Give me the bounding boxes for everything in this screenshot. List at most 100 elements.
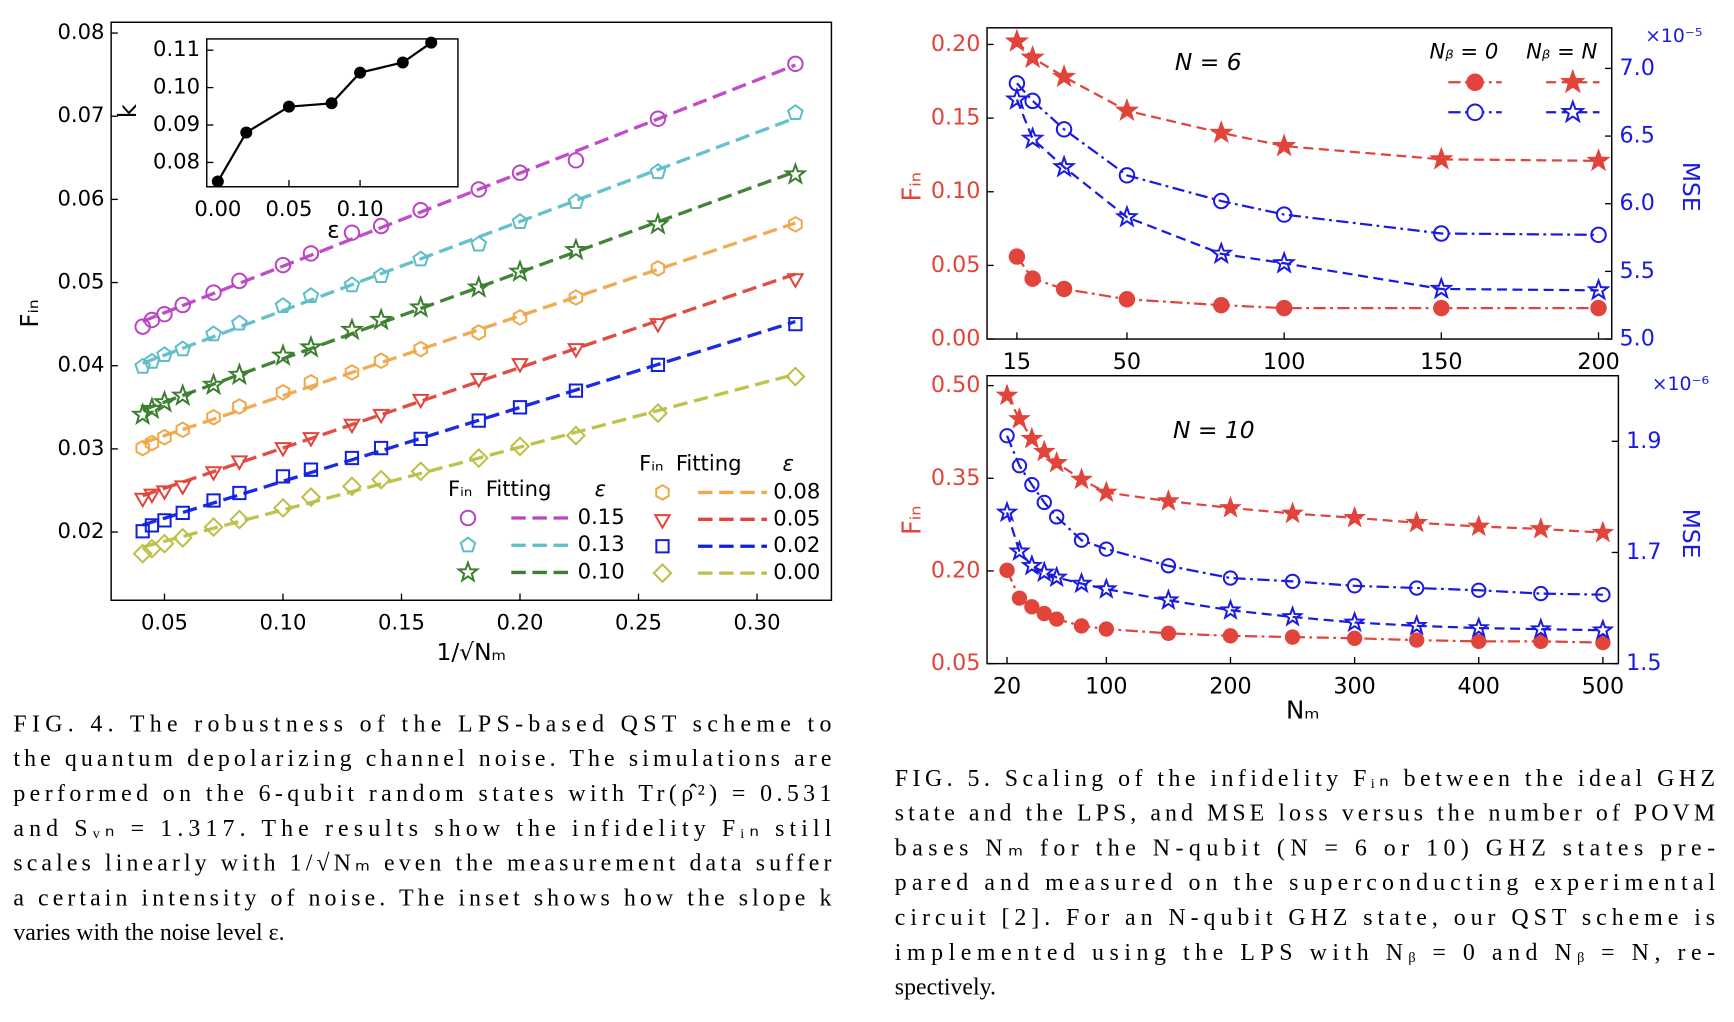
y-tick-label: 0.50 xyxy=(931,372,980,398)
y-tick-label: 0.10 xyxy=(153,74,200,99)
annotation: N = 6 xyxy=(1175,48,1242,76)
data-point xyxy=(1586,148,1611,172)
data-point xyxy=(1011,458,1028,474)
data-point xyxy=(1070,467,1093,490)
data-point xyxy=(786,273,805,289)
caption-line: scales linearly with 1/√Nₘ even the meas… xyxy=(13,851,831,877)
caption-line: pared and measured on the superconductin… xyxy=(895,870,1716,896)
data-point xyxy=(1433,225,1450,242)
y2-tick-label: 6.5 xyxy=(1620,123,1655,149)
x-tick-label: 20 xyxy=(993,673,1021,699)
caption-line: circuit [2]. For an N-qubit GHZ state, o… xyxy=(895,905,1715,931)
legend-marker xyxy=(1466,103,1484,121)
data-point xyxy=(470,181,487,198)
x-tick-label: 200 xyxy=(1577,349,1619,375)
data-point xyxy=(1073,532,1090,548)
data-point xyxy=(411,393,430,410)
x-tick-label: 100 xyxy=(1085,673,1127,699)
caption-line: performed on the 6-qubit random states w… xyxy=(13,781,831,807)
x-tick-label: 150 xyxy=(1420,349,1462,375)
y-tick-label: 0.06 xyxy=(57,185,104,210)
caption-line: spectively. xyxy=(895,975,996,1001)
data-point xyxy=(141,538,163,559)
data-point xyxy=(1055,121,1073,138)
data-point xyxy=(1036,494,1052,511)
data-point xyxy=(650,357,666,373)
data-point xyxy=(1157,489,1180,511)
data-point xyxy=(1020,553,1044,576)
data-point xyxy=(206,408,221,426)
legend-header: Nᵦ = 0 xyxy=(1429,38,1498,63)
data-point xyxy=(512,400,528,415)
data-point xyxy=(1433,299,1450,317)
data-point xyxy=(1281,604,1304,627)
data-point xyxy=(343,276,361,293)
data-point xyxy=(1591,520,1615,543)
legend-marker xyxy=(455,559,481,583)
x-tick-label: 0.10 xyxy=(337,196,384,221)
data-point xyxy=(471,413,486,428)
caption-line: FIG. 4. The robustness of the LPS-based … xyxy=(13,711,831,737)
y2-tick-label: 1.7 xyxy=(1626,539,1661,565)
y-tick-label: 0.35 xyxy=(931,465,980,491)
data-point xyxy=(1275,299,1293,317)
legend-marker xyxy=(459,536,477,553)
y-tick-label: 0.11 xyxy=(153,36,200,61)
data-point xyxy=(157,428,172,446)
data-point xyxy=(157,513,172,528)
data-point xyxy=(339,317,365,341)
data-point xyxy=(1467,616,1491,638)
data-point xyxy=(1055,280,1073,298)
data-point xyxy=(170,382,195,406)
x-tick-label: 0.10 xyxy=(259,610,306,635)
data-point xyxy=(174,296,191,314)
y2-axis-label: MSE xyxy=(1677,509,1705,559)
data-point xyxy=(1405,510,1429,533)
data-point xyxy=(344,363,360,381)
data-point xyxy=(396,56,409,69)
data-point xyxy=(1409,632,1425,648)
data-point xyxy=(1471,633,1487,650)
data-point xyxy=(466,274,491,298)
data-point xyxy=(1008,75,1026,92)
data-point xyxy=(565,425,587,446)
data-point xyxy=(1024,270,1041,287)
data-point xyxy=(156,306,173,323)
data-point xyxy=(470,235,488,252)
data-point xyxy=(1024,92,1041,110)
data-point xyxy=(211,175,224,188)
data-point xyxy=(229,509,250,530)
data-point xyxy=(410,461,431,482)
x-tick-label: 0.05 xyxy=(141,610,188,635)
data-point xyxy=(1467,514,1491,537)
x-tick-label: 0.30 xyxy=(734,610,781,635)
caption-line: state and the LPS, and MSE loss versus t… xyxy=(895,801,1715,827)
legend-header: Fᵢₙ xyxy=(448,476,472,501)
data-point xyxy=(1529,516,1553,539)
data-point xyxy=(142,488,161,505)
data-point xyxy=(1222,628,1239,644)
legend-marker xyxy=(652,563,673,584)
data-point xyxy=(152,389,177,413)
y-tick-label: 0.05 xyxy=(931,650,980,676)
data-point xyxy=(649,110,667,127)
y-tick-label: 0.10 xyxy=(931,178,980,204)
data-point xyxy=(275,469,291,484)
data-point xyxy=(1346,630,1363,646)
data-point xyxy=(1284,573,1301,590)
y-tick-label: 0.02 xyxy=(57,518,104,543)
data-point xyxy=(274,442,292,458)
data-point xyxy=(205,284,222,301)
data-point xyxy=(302,432,320,448)
x-tick-label: 0.25 xyxy=(615,610,662,635)
legend-header: Nᵦ = N xyxy=(1526,38,1597,63)
data-point xyxy=(175,421,190,439)
data-point xyxy=(303,373,319,391)
y2-tick-label: 1.5 xyxy=(1626,650,1661,676)
data-point xyxy=(133,492,152,509)
y-axis-label: k xyxy=(113,103,142,118)
data-point xyxy=(282,100,295,113)
data-point xyxy=(1222,570,1239,586)
caption-line: the quantum depolarizing channel noise. … xyxy=(13,746,831,772)
caption-line: FIG. 5. Scaling of the infidelity Fᵢₙ be… xyxy=(895,766,1715,792)
